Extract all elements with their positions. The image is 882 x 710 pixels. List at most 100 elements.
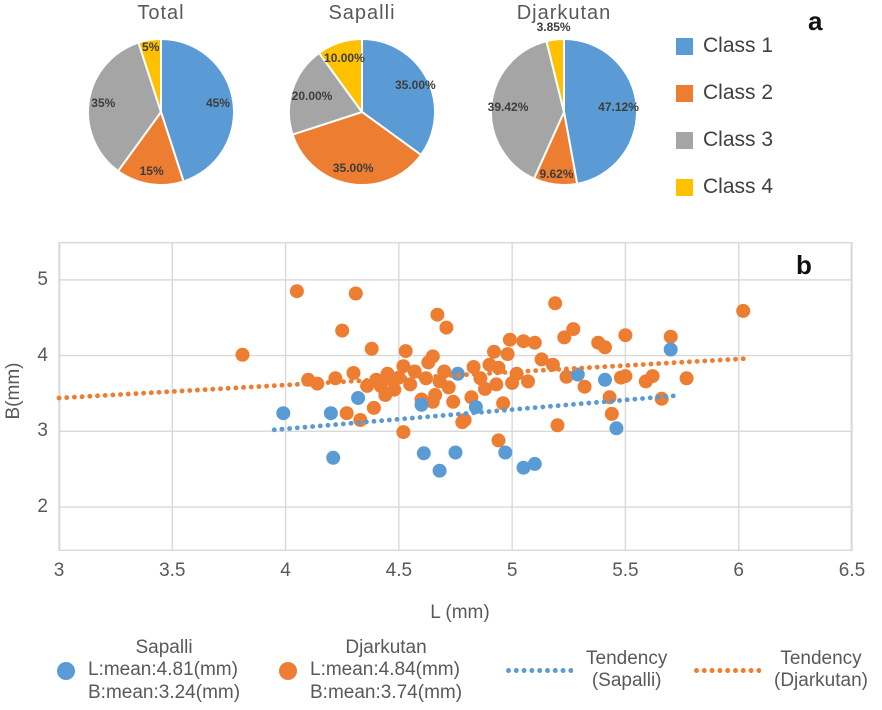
sapalli-mean-l: L:mean:4.81(mm) bbox=[88, 659, 238, 681]
x-tick-label: 3 bbox=[53, 560, 65, 581]
djarkutan-data-point bbox=[487, 344, 501, 359]
y-tick-label: 3 bbox=[37, 420, 48, 442]
djarkutan-legend-text: Djarkutan L:mean:4.84(mm) B:mean:3.74(mm… bbox=[310, 637, 462, 704]
pie-percentage-label: 20.00% bbox=[291, 88, 333, 103]
pie-slices bbox=[490, 38, 638, 186]
legend-item-class-1: Class 1 bbox=[676, 33, 773, 59]
djarkutan-data-point bbox=[534, 352, 549, 367]
sapalli-legend-name: Sapalli bbox=[135, 637, 193, 658]
y-tick-label: 2 bbox=[37, 496, 48, 518]
sapalli-data-point bbox=[276, 406, 291, 421]
tendency-sapalli-text: Tendency (Sapalli) bbox=[586, 648, 667, 693]
djarkutan-data-point bbox=[396, 425, 411, 440]
sapalli-data-point bbox=[448, 445, 463, 460]
sapalli-data-point bbox=[498, 445, 513, 460]
djarkutan-data-point bbox=[339, 406, 354, 421]
djarkutan-data-point bbox=[437, 364, 452, 379]
legend-item-sapalli-series: Sapalli L:mean:4.81(mm) B:mean:3.24(mm) bbox=[57, 637, 240, 704]
djarkutan-data-point bbox=[387, 382, 402, 397]
djarkutan-mean-l: L:mean:4.84(mm) bbox=[310, 659, 460, 681]
djarkutan-data-point bbox=[346, 366, 361, 380]
djarkutan-data-point bbox=[289, 284, 304, 299]
class-1-label: Class 1 bbox=[703, 34, 774, 57]
class-3-swatch bbox=[676, 131, 693, 149]
x-axis-label: L (mm) bbox=[430, 602, 490, 623]
djarkutan-data-point bbox=[441, 380, 456, 395]
x-tick-label: 6.5 bbox=[838, 560, 866, 581]
legend-item-class-4: Class 4 bbox=[676, 174, 773, 200]
x-tick-label: 4 bbox=[280, 560, 291, 581]
tendency-djarkutan-line-marker bbox=[693, 665, 761, 675]
djarkutan-data-point bbox=[557, 330, 572, 345]
class-4-label: Class 4 bbox=[703, 175, 774, 198]
djarkutan-mean-b: B:mean:3.74(mm) bbox=[310, 681, 463, 703]
djarkutan-data-point bbox=[310, 376, 325, 391]
djarkutan-data-point bbox=[478, 381, 492, 396]
djarkutan-data-point bbox=[403, 377, 418, 392]
sapalli-data-point bbox=[432, 463, 447, 478]
djarkutan-data-point bbox=[679, 371, 694, 386]
djarkutan-data-point bbox=[396, 359, 411, 374]
pie-percentage-label: 45% bbox=[205, 95, 230, 110]
pie-percentage-label: 39.42% bbox=[487, 99, 529, 114]
legend-item-class-3: Class 3 bbox=[676, 127, 773, 153]
djarkutan-data-point bbox=[618, 328, 633, 343]
sapalli-legend-text: Sapalli L:mean:4.81(mm) B:mean:3.24(mm) bbox=[88, 637, 240, 704]
djarkutan-data-point bbox=[348, 286, 363, 301]
djarkutan-data-point bbox=[577, 379, 592, 394]
djarkutan-data-point bbox=[419, 371, 433, 386]
sapalli-data-point bbox=[414, 397, 429, 412]
pie-slice-class-1 bbox=[361, 38, 436, 156]
y-tick-label: 4 bbox=[37, 344, 48, 366]
scatter-plot bbox=[56, 241, 853, 552]
panel-label-b: b bbox=[796, 250, 812, 280]
x-tick-label: 4.5 bbox=[385, 560, 413, 581]
djarkutan-data-point bbox=[428, 388, 443, 402]
pie-slice-class-3 bbox=[288, 51, 363, 136]
djarkutan-data-point bbox=[491, 360, 506, 375]
class-2-label: Class 2 bbox=[703, 81, 774, 104]
djarkutan-data-point bbox=[398, 344, 413, 359]
sapalli-data-point bbox=[351, 391, 366, 405]
legend-item-tendency-sapalli: Tendency (Sapalli) bbox=[505, 648, 667, 693]
x-tick-label: 5 bbox=[506, 560, 518, 581]
djarkutan-data-point bbox=[335, 323, 350, 338]
pie-slice-class-1 bbox=[160, 38, 236, 183]
y-axis-label: B(mm) bbox=[3, 362, 24, 420]
sapalli-dot-marker bbox=[57, 661, 75, 680]
class-1-swatch bbox=[676, 37, 693, 55]
pie-slices bbox=[87, 38, 236, 186]
djarkutan-legend-name: Djarkutan bbox=[345, 637, 427, 658]
pie-slice-class-2 bbox=[117, 111, 185, 186]
legend-item-djarkutan-series: Djarkutan L:mean:4.84(mm) B:mean:3.74(mm… bbox=[279, 637, 462, 704]
pie-percentage-label: 15% bbox=[139, 164, 164, 179]
djarkutan-data-point bbox=[496, 396, 511, 411]
pie-percentage-label: 5% bbox=[142, 40, 160, 55]
djarkutan-data-point bbox=[663, 329, 678, 344]
djarkutan-data-point bbox=[645, 369, 660, 384]
djarkutan-data-point bbox=[604, 406, 619, 421]
djarkutan-data-point bbox=[439, 320, 454, 335]
pie-percentage-label: 35.00% bbox=[332, 160, 374, 175]
djarkutan-data-point bbox=[425, 349, 440, 364]
x-tick-label: 5.5 bbox=[612, 560, 639, 581]
djarkutan-data-point bbox=[491, 433, 506, 448]
pie-percentage-label: 35% bbox=[91, 95, 116, 110]
tendency-djarkutan-line bbox=[56, 356, 748, 401]
pie-slice-class-4 bbox=[137, 38, 162, 113]
djarkutan-data-point bbox=[500, 347, 515, 362]
pie-slice-class-1 bbox=[563, 38, 638, 185]
pie-slice-class-4 bbox=[545, 38, 565, 113]
djarkutan-data-point bbox=[407, 364, 422, 379]
tendency-sapalli-line bbox=[271, 393, 678, 433]
y-tick-label: 5 bbox=[37, 268, 48, 290]
x-tick-label: 6 bbox=[733, 560, 744, 581]
sapalli-data-point bbox=[516, 460, 531, 475]
legend-item-class-2: Class 2 bbox=[676, 80, 773, 106]
pie-canvas-sapalli: 35.00% 35.00% 20.00% 10.00% bbox=[287, 37, 437, 187]
class-3-label: Class 3 bbox=[703, 128, 774, 151]
pie-slice-class-3 bbox=[490, 40, 565, 180]
djarkutan-data-point bbox=[516, 334, 531, 349]
sapalli-data-point bbox=[598, 372, 612, 387]
